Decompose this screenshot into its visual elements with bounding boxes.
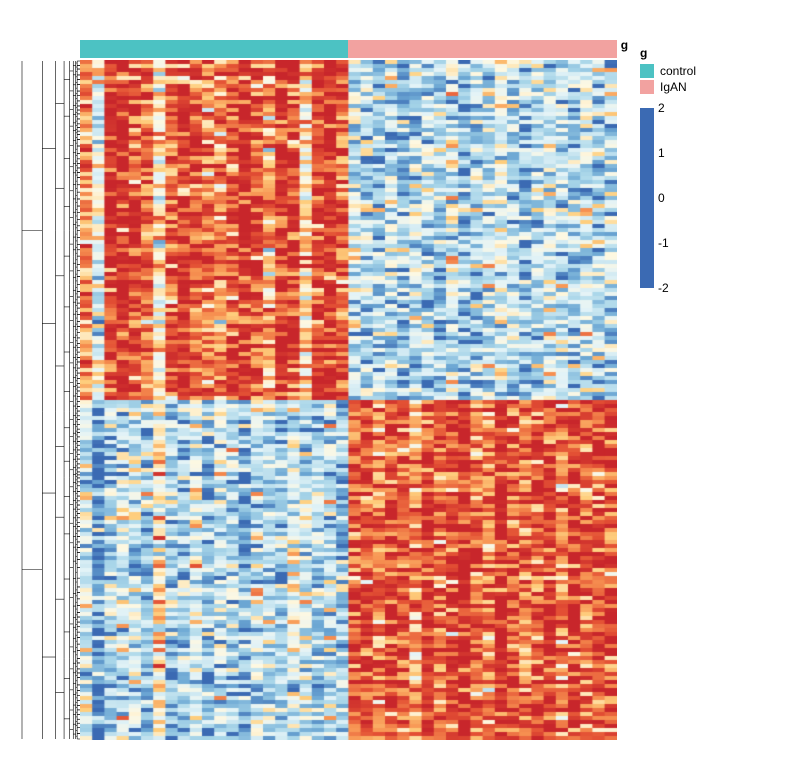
heatmap-grid	[80, 60, 617, 740]
group-legend-item: control	[640, 64, 760, 78]
column-annotation-segment	[348, 40, 616, 58]
group-legend-item: IgAN	[640, 80, 760, 94]
column-annotation-segment	[80, 40, 348, 58]
group-legend-swatch	[640, 80, 654, 94]
row-dendrogram	[20, 60, 80, 740]
column-annotation-bar	[80, 40, 617, 58]
colorbar-tick-label: 2	[658, 101, 665, 115]
legend-area: g controlIgAN 210-1-2	[640, 40, 760, 288]
colorbar-tick-label: 1	[658, 146, 665, 160]
group-legend-label: control	[660, 64, 696, 78]
colorbar: 210-1-2	[640, 108, 760, 288]
group-legend-swatch	[640, 64, 654, 78]
group-legend-title: g	[640, 46, 760, 60]
group-legend: g control IgAN	[640, 46, 760, 94]
heatmap-figure: g g control IgAN 2 1 0 -1 -2	[20, 20, 768, 757]
colorbar-tick-label: -2	[658, 281, 669, 295]
colorbar-tick-label: 0	[658, 191, 665, 205]
group-legend-label: IgAN	[660, 80, 687, 94]
column-annotation-title: g	[621, 38, 628, 52]
colorbar-tick-label: -1	[658, 236, 669, 250]
